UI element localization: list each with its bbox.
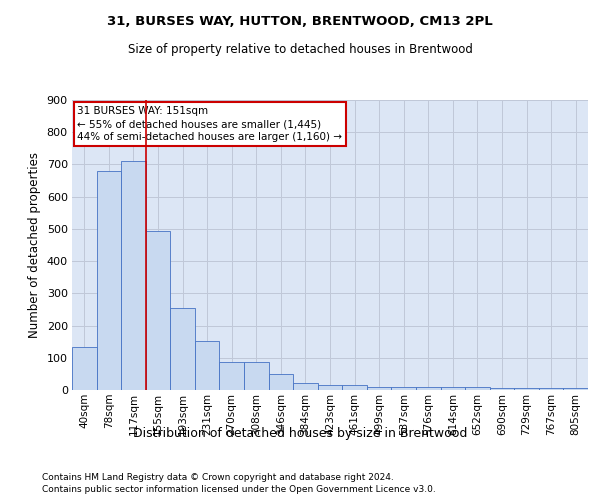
- Bar: [318, 384, 342, 390]
- Text: 31 BURSES WAY: 151sqm
← 55% of detached houses are smaller (1,445)
44% of semi-d: 31 BURSES WAY: 151sqm ← 55% of detached …: [77, 106, 342, 142]
- Y-axis label: Number of detached properties: Number of detached properties: [28, 152, 41, 338]
- Bar: [146, 231, 170, 390]
- Bar: [269, 374, 293, 390]
- Bar: [465, 387, 490, 390]
- Bar: [72, 346, 97, 390]
- Bar: [490, 388, 514, 390]
- Bar: [195, 341, 220, 390]
- Bar: [440, 387, 465, 390]
- Bar: [220, 362, 244, 390]
- Bar: [367, 387, 391, 390]
- Bar: [97, 171, 121, 390]
- Text: Distribution of detached houses by size in Brentwood: Distribution of detached houses by size …: [133, 428, 467, 440]
- Bar: [416, 387, 440, 390]
- Bar: [244, 362, 269, 390]
- Bar: [342, 384, 367, 390]
- Bar: [514, 388, 539, 390]
- Text: 31, BURSES WAY, HUTTON, BRENTWOOD, CM13 2PL: 31, BURSES WAY, HUTTON, BRENTWOOD, CM13 …: [107, 15, 493, 28]
- Text: Contains public sector information licensed under the Open Government Licence v3: Contains public sector information licen…: [42, 485, 436, 494]
- Bar: [539, 388, 563, 390]
- Bar: [563, 388, 588, 390]
- Bar: [391, 387, 416, 390]
- Bar: [170, 308, 195, 390]
- Text: Size of property relative to detached houses in Brentwood: Size of property relative to detached ho…: [128, 42, 472, 56]
- Bar: [121, 161, 146, 390]
- Bar: [293, 383, 318, 390]
- Text: Contains HM Land Registry data © Crown copyright and database right 2024.: Contains HM Land Registry data © Crown c…: [42, 472, 394, 482]
